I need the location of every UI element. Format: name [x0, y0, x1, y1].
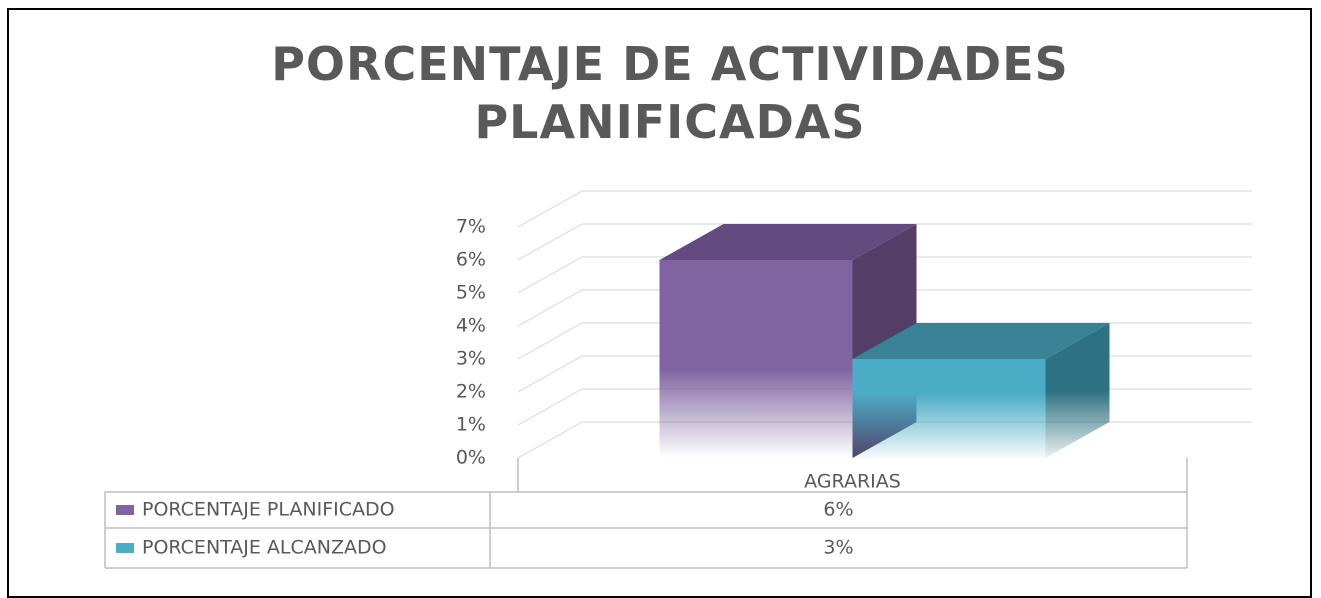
- bar-front: [852, 359, 1046, 458]
- y-tick-label: 3%: [456, 348, 486, 370]
- y-tick-label: 6%: [456, 249, 486, 271]
- grid-line: [517, 190, 1252, 228]
- chart: 0% 1% 2% 3% 4% 5% 6% 7% AGRARIAS PORCENTAJE PLANI…: [104, 190, 1252, 569]
- grid-line: [517, 289, 1252, 327]
- y-tick-label: 4%: [456, 315, 486, 337]
- y-tick-label: 1%: [456, 414, 486, 436]
- chart-title: PORCENTAJE DE ACTIVIDADES PLANIFICADAS: [271, 37, 1069, 149]
- table-value: 6%: [823, 499, 853, 521]
- grid-line: [517, 223, 1252, 261]
- y-tick-label: 2%: [456, 381, 486, 403]
- y-tick-label: 0%: [456, 447, 486, 469]
- bar-side: [1045, 323, 1110, 458]
- bar-front: [659, 260, 853, 458]
- grid-line: [517, 256, 1252, 294]
- legend-label: PORCENTAJE ALCANZADO: [142, 537, 387, 559]
- bar-top: [659, 224, 917, 260]
- table-value: 3%: [823, 537, 853, 559]
- legend-swatch: [116, 505, 134, 515]
- legend-label: PORCENTAJE PLANIFICADO: [142, 499, 395, 521]
- y-tick-label: 5%: [456, 282, 486, 304]
- bar: [852, 323, 1110, 458]
- x-tick-label: AGRARIAS: [804, 471, 901, 493]
- legend-swatch: [116, 543, 134, 553]
- y-tick-label: 7%: [456, 216, 486, 238]
- bar-top: [852, 323, 1110, 359]
